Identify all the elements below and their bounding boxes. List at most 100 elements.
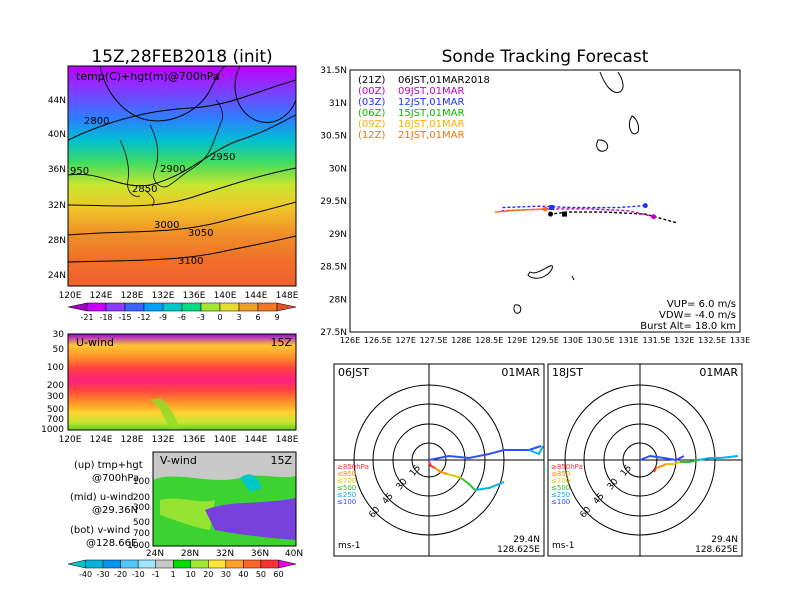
island-outline [599, 71, 624, 94]
uwind-y-tick: 700 [47, 415, 64, 425]
contour-labels: 2800 2900 2950 2850 950 3000 3050 3100 [70, 116, 235, 267]
contour-label: 950 [70, 166, 89, 177]
lat-tick: 44N [48, 96, 66, 106]
track-legend-code: (06Z) [358, 108, 385, 119]
launch-marker [562, 211, 567, 217]
track-legend-code: (12Z) [358, 130, 385, 141]
colorbar-label: -40 [79, 570, 92, 579]
track-lon-tick: 129.5E [531, 336, 559, 345]
coastline [144, 189, 155, 207]
island-outline [571, 275, 575, 281]
polar-unit: ms-1 [552, 541, 574, 551]
uwind-y-tick: 100 [47, 363, 64, 373]
colorbar-label: -18 [99, 313, 112, 322]
vwind-y-tick: 500 [133, 518, 150, 528]
track-lon-tick: 131.5E [642, 336, 670, 345]
hodograph-segment [446, 473, 462, 479]
track-lon-tick: 133E [730, 336, 750, 345]
legend-mid-line1: (mid) u-wind [70, 492, 133, 503]
legend-bot-line1: (bot) v-wind [70, 525, 130, 536]
track-lat-tick: 28.5N [320, 263, 347, 273]
vwind-y-tick: 300 [133, 503, 150, 513]
pressure-legend-item: ≥850hPa [551, 463, 583, 471]
legend-bot-line2: @128.66E [86, 538, 137, 549]
colorbar-swatch [162, 302, 183, 312]
colorbar-swatch [172, 559, 192, 569]
hodograph-segment [653, 467, 657, 473]
island-outline [596, 139, 609, 152]
colorbar-swatch [86, 302, 107, 312]
colorbar-swatch [225, 559, 244, 569]
colorbar-swatch [124, 302, 145, 312]
hodograph-segment [474, 481, 505, 491]
right-title: Sonde Tracking Forecast [442, 47, 649, 67]
polar-lat: 29.4N [513, 535, 540, 545]
island-outline [527, 265, 553, 279]
colorbar-swatch [243, 559, 262, 569]
polar-lon: 128.625E [695, 545, 738, 555]
hodograph-segment [460, 477, 476, 491]
contour-label: 2950 [210, 152, 235, 163]
lon-tick: 124E [90, 291, 113, 301]
vdw-param: VDW= -4.0 m/s [659, 310, 736, 321]
vwind-x-tick: 28N [181, 549, 199, 559]
hodograph-segment [428, 461, 436, 469]
uwind-x-tick: 128E [121, 435, 144, 445]
track-legend-time: 09JST,01MAR [398, 86, 465, 97]
uwind-time: 15Z [270, 336, 292, 349]
height-contour [68, 235, 296, 263]
track-lon-tick: 127E [396, 336, 416, 345]
track-lat-tick: 28N [329, 295, 347, 305]
wind-colorbar: -40 -30 -20 -10 -1 1 10 20 30 40 50 60 [67, 559, 297, 579]
pressure-legend-item: ≤100 [551, 498, 570, 506]
contour-label: 2800 [84, 116, 109, 127]
lon-tick: 120E [59, 291, 82, 301]
track-lat-tick: 29.5N [320, 197, 347, 207]
colorbar-label: 10 [186, 570, 196, 579]
contour-label: 2850 [132, 184, 157, 195]
vup-param: VUP= 6.0 m/s [667, 299, 736, 310]
colorbar-swatch [143, 302, 164, 312]
colorbar-swatch [137, 559, 156, 569]
polar-lat: 29.4N [711, 535, 738, 545]
uwind-y-tick: 50 [53, 345, 65, 355]
track-lon-tick: 130.5E [587, 336, 615, 345]
hodograph-segment [434, 467, 448, 475]
sonde-track-line [500, 204, 646, 209]
track-panel: (21Z) 06JST,01MAR2018 (00Z) 09JST,01MAR (03Z… [320, 66, 750, 345]
colorbar-label: 30 [221, 570, 231, 579]
colorbar-label: -9 [159, 313, 167, 322]
uwind-x-tick: 132E [152, 435, 175, 445]
colorbar-label: 40 [238, 570, 248, 579]
uwind-y-tick: 300 [47, 392, 64, 402]
contour-label: 2900 [160, 164, 185, 175]
colorbar-swatch [67, 559, 86, 569]
polar-time: 18JST [552, 366, 583, 379]
vwind-y-tick: 200 [133, 493, 150, 503]
colorbar-label: -15 [118, 313, 131, 322]
sonde-track-point [548, 211, 554, 217]
colorbar-swatch [105, 302, 126, 312]
track-lat-tick: 31N [329, 99, 347, 109]
height-contour [68, 114, 296, 187]
map-label: temp(C)+hgt(m)@700hPa [76, 70, 220, 83]
lon-tick: 132E [152, 291, 175, 301]
track-lat-tick: 30N [329, 164, 347, 174]
colorbar-label: -10 [132, 570, 145, 579]
panel-legend: (up) tmp+hgt @700hPa (mid) u-wind @29.36… [70, 460, 143, 549]
colorbar-label: 50 [256, 570, 266, 579]
uwind-y-tick: 30 [53, 330, 65, 340]
contour-label: 3050 [188, 228, 213, 239]
colorbar-label: 0 [217, 313, 222, 322]
colorbar-label: 20 [203, 570, 213, 579]
colorbar-label: 9 [274, 313, 279, 322]
lon-tick: 128E [121, 291, 144, 301]
pressure-legend-item: ≤100 [337, 498, 356, 506]
map-lon-ticks: 120E 124E 128E 132E 136E 140E 144E 148E [59, 291, 299, 301]
pressure-legend-item: ≤250 [337, 491, 356, 499]
colorbar-label: -1 [152, 570, 160, 579]
vwind-y-tick: 100 [133, 477, 150, 487]
vwind-x-tick: 32N [216, 549, 234, 559]
track-legend-code: (21Z) [358, 75, 385, 86]
